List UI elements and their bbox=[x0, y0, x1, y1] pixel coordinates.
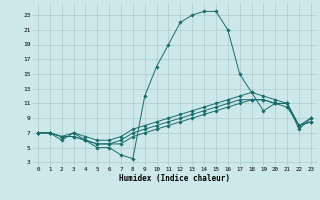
X-axis label: Humidex (Indice chaleur): Humidex (Indice chaleur) bbox=[119, 174, 230, 183]
